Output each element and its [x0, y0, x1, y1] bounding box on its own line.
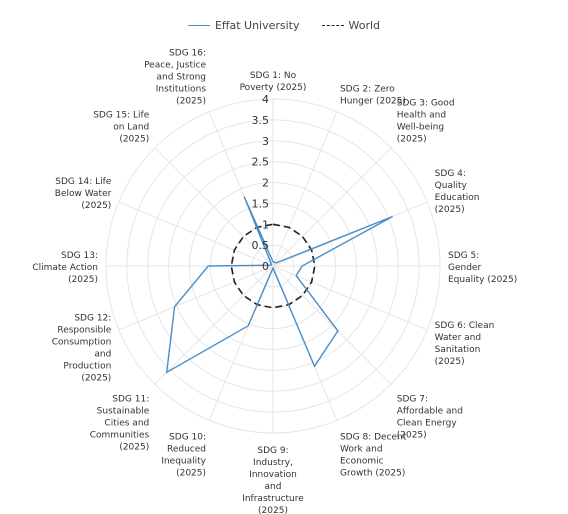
category-label: SDG 3: Good Health and Well-being (2025): [397, 98, 455, 144]
radial-tick-label: 3: [262, 135, 269, 148]
category-label: SDG 13: Climate Action (2025): [32, 251, 98, 285]
radial-ticks: 0 0.5 1 1.5 2 2.5 3 3.5 4: [252, 93, 270, 273]
grid-spoke: [272, 265, 428, 331]
radial-tick-label: 3.5: [252, 114, 270, 127]
legend-item-world[interactable]: World: [321, 18, 381, 32]
radial-tick-label: 0.5: [252, 239, 270, 252]
grid-spoke: [118, 201, 274, 267]
series-line-effat-university[interactable]: [165, 196, 393, 374]
radial-tick-label: 1: [262, 218, 269, 231]
category-label: SDG 8: Decent Work and Economic Growth (202…: [340, 433, 407, 479]
category-label: SDG 11: Sustainable Cities and Communities(…: [90, 395, 150, 453]
radar-grid: [105, 98, 441, 434]
category-label: SDG 15: Life on Land (2025): [93, 110, 150, 144]
radial-tick-label: 2.5: [252, 156, 270, 169]
category-label: SDG 1: No Poverty (2025): [240, 71, 307, 93]
radar-series: [165, 196, 393, 374]
grid-spoke: [272, 265, 392, 385]
legend-item-effat[interactable]: Effat University: [187, 18, 300, 32]
category-label: SDG 10: Reduced Inequality (2025): [161, 433, 206, 479]
category-label: SDG 9: Industry, Innovation and Infrastructu…: [242, 446, 304, 514]
legend-label-world: World: [348, 18, 381, 32]
radial-tick-label: 1.5: [252, 197, 270, 210]
category-label: SDG 5: Gender Equality (2025): [448, 251, 517, 285]
radial-tick-label: 0: [262, 260, 269, 273]
radial-tick-label: 4: [262, 93, 269, 106]
legend-swatch-dashed: [321, 24, 344, 26]
category-label: SDG 4: Quality Education (2025): [435, 169, 480, 215]
grid-spoke: [272, 111, 338, 267]
category-label: SDG 14: Life Below Water (2025): [55, 177, 112, 211]
grid-spoke: [272, 147, 392, 267]
category-label: SDG 6: Clean Water and Sanitation (2025): [435, 321, 495, 367]
chart-legend: Effat University World: [0, 16, 568, 34]
grid-spoke: [154, 265, 274, 385]
category-label: SDG 12: Responsible Consumption and Producti…: [52, 314, 112, 384]
grid-spoke: [154, 147, 274, 267]
grid-spoke: [118, 265, 274, 331]
legend-label-effat: Effat University: [214, 18, 300, 32]
category-labels: SDG 1: No Poverty (2025) SDG 2: Zero Hunger…: [32, 48, 517, 514]
legend-swatch-solid: [187, 24, 210, 26]
category-label: SDG 16: Peace, Justice and Strong Instituti…: [144, 48, 206, 106]
radial-tick-label: 2: [262, 177, 269, 190]
category-label: SDG 7: Affordable and Clean Energy (2025): [397, 395, 463, 441]
category-label: SDG 2: Zero Hunger (2025): [340, 84, 406, 106]
